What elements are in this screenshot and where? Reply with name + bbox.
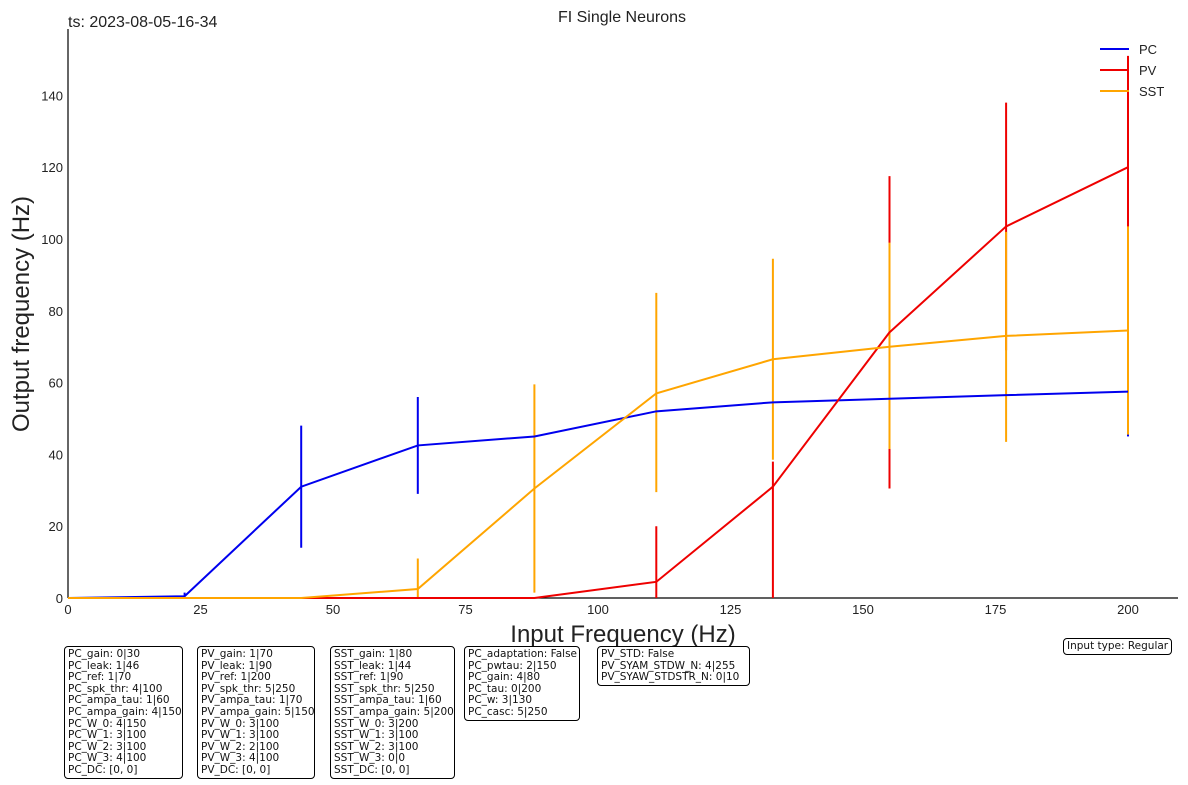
y-tick-labels: 0 20 40 60 80 100 120 140 [41,88,63,606]
param-line: PC_spk_thr: 4|100 [68,682,163,695]
param-line: SST_leak: 1|44 [334,659,412,672]
x-tick-label: 0 [64,602,71,617]
param-line: PC_pwtau: 2|150 [468,659,557,672]
x-axis-label: Input Frequency (Hz) [510,621,735,648]
pv-params-box: PV_gain: 1|70 PV_leak: 1|90 PV_ref: 1|200 P… [197,646,315,779]
y-tick-label: 100 [41,232,63,247]
param-line: PC_W_1: 3|100 [68,729,147,742]
input-type-box: Input type: Regular [1063,638,1173,655]
param-line: PC_adaptation: False [468,648,578,660]
param-line: PC_leak: 1|46 [68,659,140,672]
pc-adaptation-box: PC_adaptation: False PC_pwtau: 2|150 PC_ga… [464,646,580,721]
error-bars [183,55,1129,598]
param-line: SST_W_2: 3|100 [334,740,419,753]
x-tick-label: 200 [1117,602,1139,617]
legend: PC PV SST [1100,42,1164,99]
timestamp-label: ts: 2023-08-05-16-34 [68,14,218,31]
param-line: PV_ampa_tau: 1|70 [201,694,303,707]
param-line: PV_spk_thr: 5|250 [201,682,296,695]
axes [67,29,1178,599]
param-line: PC_W_0: 4|150 [68,717,147,730]
x-tick-labels: 0 25 50 75 100 125 150 175 200 [64,602,1138,617]
y-axis-label: Output frequency (Hz) [8,196,35,432]
param-line: PC_ampa_tau: 1|60 [68,694,170,707]
param-line: PC_tau: 0|200 [468,682,542,695]
param-line: PC_W_3: 4|100 [68,752,147,765]
chart-title: FI Single Neurons [558,9,686,26]
param-line: PV_W_0: 3|100 [201,717,280,730]
param-line: SST_DC: [0, 0] [334,763,410,776]
x-tick-label: 125 [720,602,742,617]
y-tick-label: 40 [49,447,63,462]
param-line: PC_ref: 1|70 [68,671,132,684]
x-tick-label: 25 [193,602,207,617]
param-line: SST_ampa_tau: 1|60 [334,694,442,707]
y-tick-label: 0 [56,591,63,606]
x-tick-label: 100 [587,602,609,617]
pv-std-box: PV_STD: False PV_SYAM_STDW_N: 4|255 PV_SYA… [597,646,750,686]
legend-label: PV [1139,63,1157,78]
y-tick-label: 140 [41,88,63,103]
param-line: PV_ref: 1|200 [201,671,271,684]
x-tick-label: 50 [326,602,340,617]
series-lines [67,166,1129,599]
param-line: PC_W_2: 3|100 [68,740,147,753]
param-line: PC_casc: 5|250 [468,705,548,718]
param-line: SST_W_0: 3|200 [334,717,419,730]
param-line: SST_spk_thr: 5|250 [334,682,435,695]
y-tick-label: 20 [49,519,63,534]
param-line: PV_ampa_gain: 5|150 [201,705,315,718]
param-line: SST_ref: 1|90 [334,671,404,684]
x-tick-label: 175 [985,602,1007,617]
legend-label: PC [1139,42,1157,57]
pc-params-box: PC_gain: 0|30 PC_leak: 1|46 PC_ref: 1|70 PC… [64,646,183,779]
param-line: PV_W_2: 2|100 [201,740,280,753]
param-line: SST_gain: 1|80 [334,648,413,660]
param-line: PV_SYAM_STDW_N: 4|255 [601,659,736,672]
pc-line [67,390,1129,599]
legend-label: SST [1139,84,1164,99]
param-line: PV_DC: [0, 0] [201,763,271,776]
param-line: PV_W_3: 4|100 [201,752,280,765]
pv-line [68,166,1129,599]
x-tick-label: 150 [852,602,874,617]
x-tick-label: 75 [458,602,472,617]
param-line: PV_STD: False [601,648,675,660]
param-line: PV_W_1: 3|100 [201,729,280,742]
param-line: SST_W_1: 3|100 [334,729,419,742]
param-line: PV_leak: 1|90 [201,659,273,672]
param-line: PC_ampa_gain: 4|150 [68,705,182,718]
param-line: PC_gain: 4|80 [468,671,541,684]
sst-params-box: SST_gain: 1|80 SST_leak: 1|44 SST_ref: 1|9… [330,646,455,779]
y-tick-label: 80 [49,304,63,319]
param-line: PC_w: 3|130 [468,694,533,707]
param-line: SST_W_3: 0|0 [334,752,406,765]
param-line: PC_gain: 0|30 [68,648,141,660]
y-tick-label: 60 [49,376,63,391]
param-line: PV_gain: 1|70 [201,648,273,660]
param-line: PC_DC: [0, 0] [68,763,138,776]
param-line: PV_SYAW_STDSTR_N: 0|10 [601,671,740,684]
sst-line [68,329,1129,599]
param-line: SST_ampa_gain: 5|200 [334,705,454,718]
y-tick-label: 120 [41,160,63,175]
